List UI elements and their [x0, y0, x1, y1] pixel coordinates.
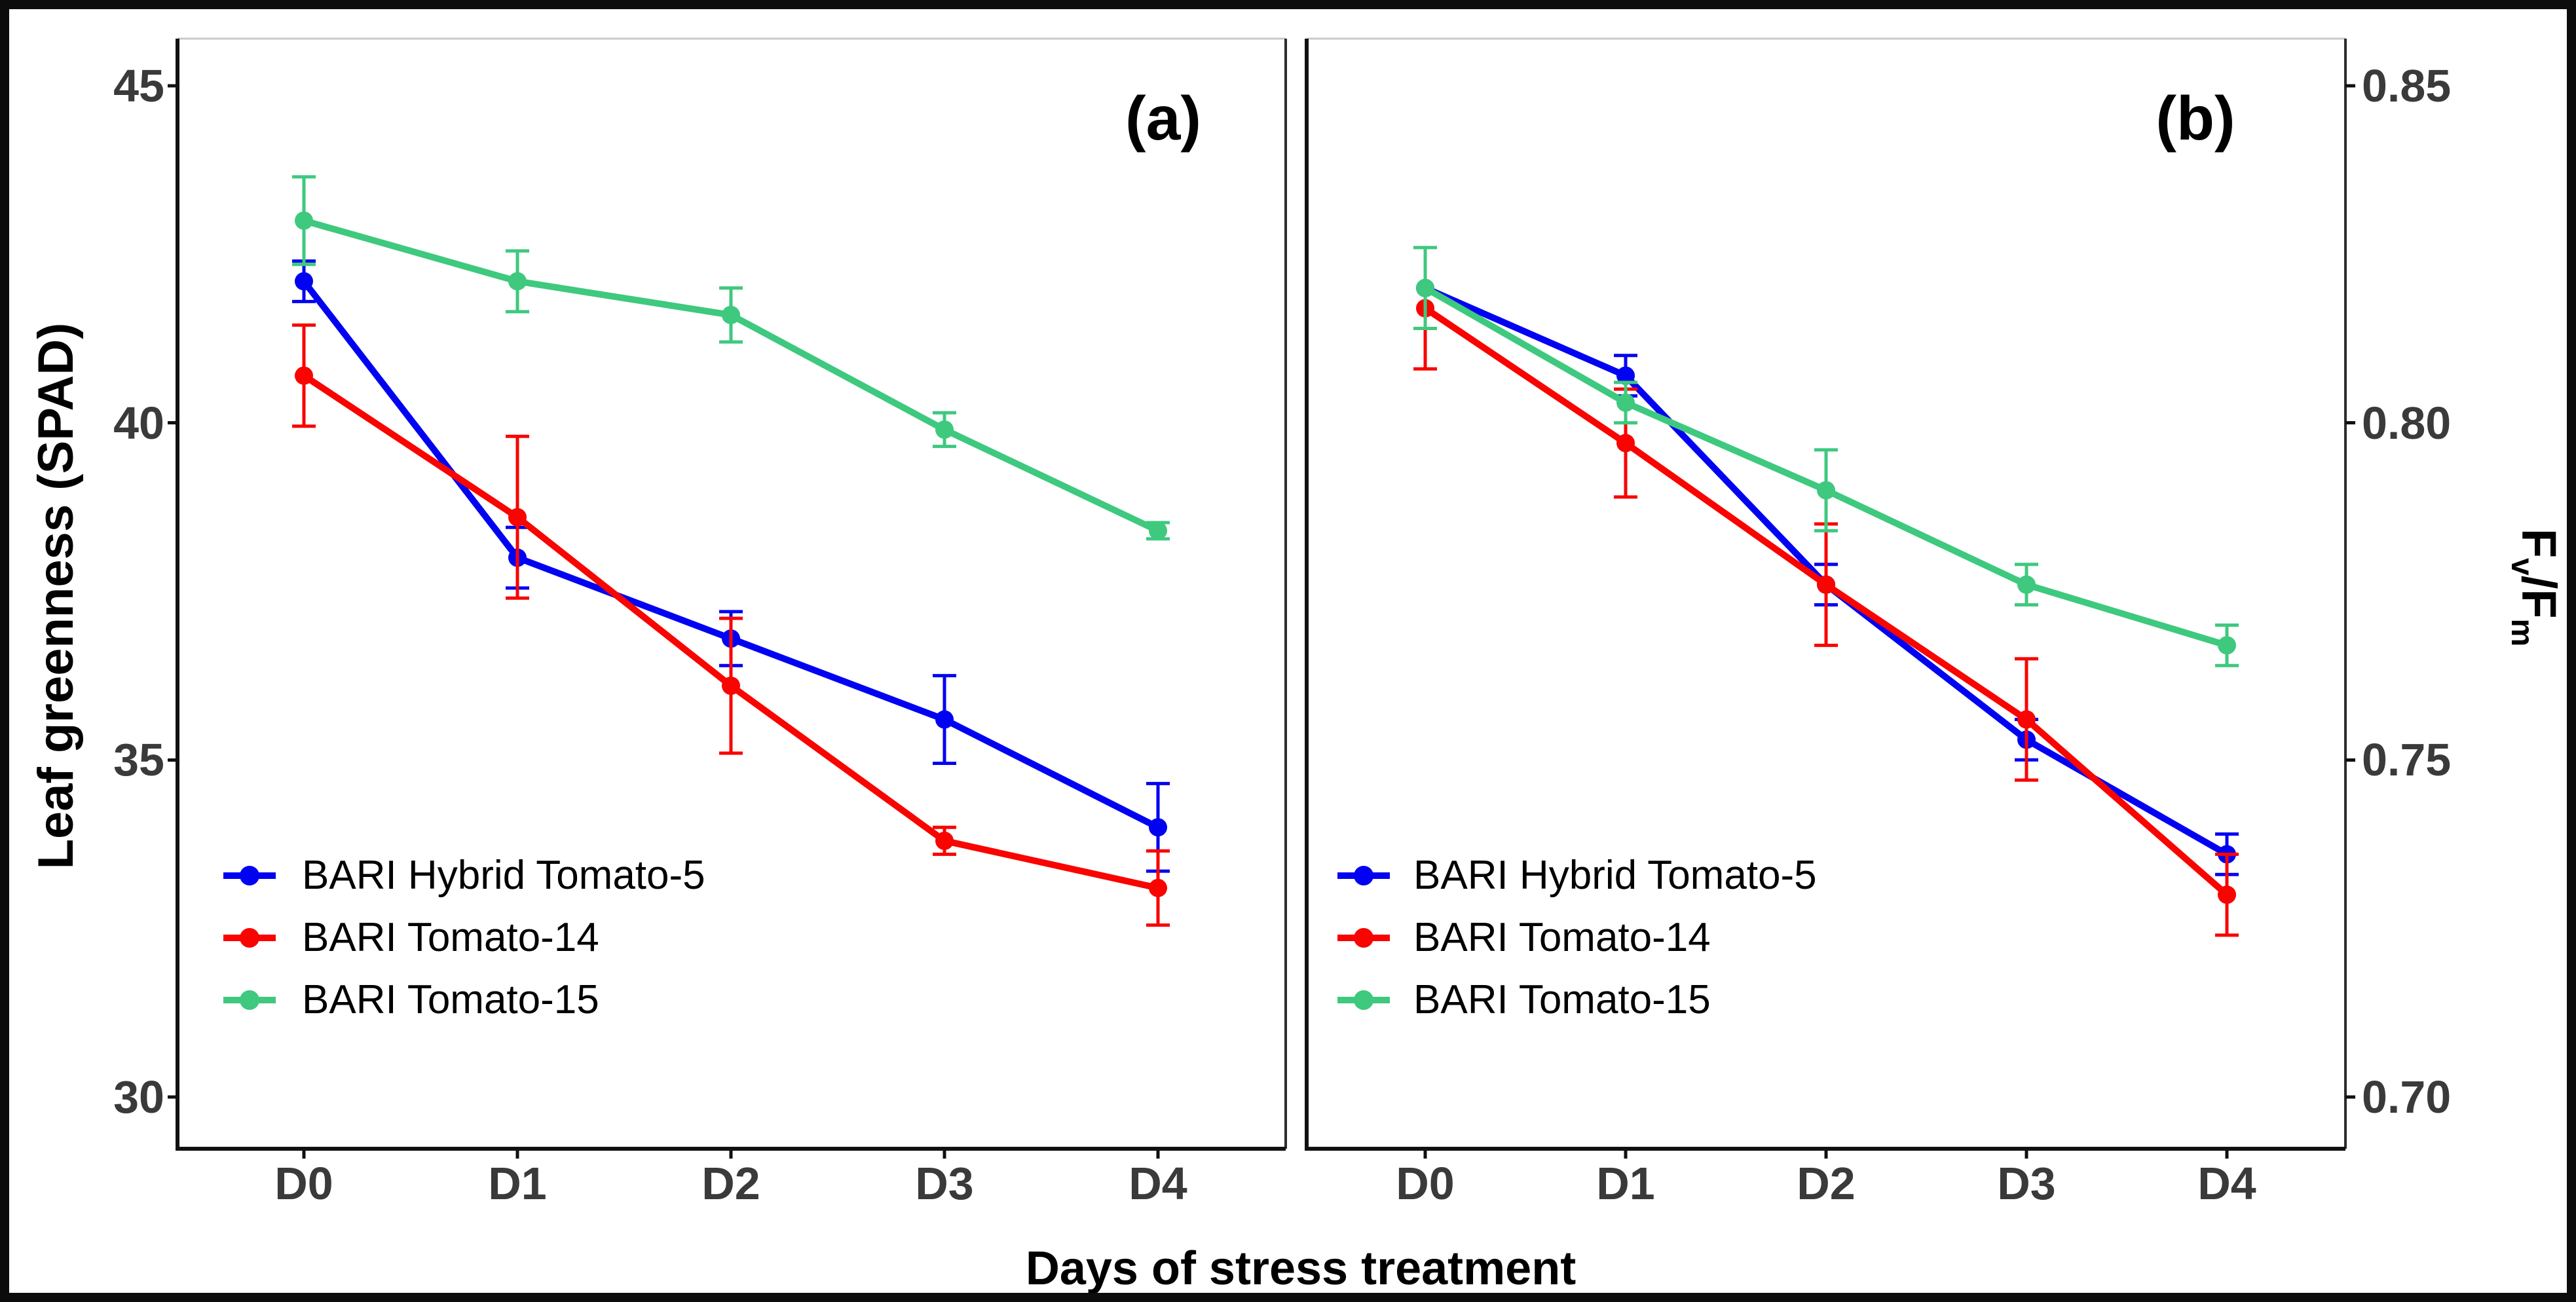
slash: / — [2512, 575, 2566, 589]
data-point — [2017, 710, 2036, 729]
legend-swatch-line-dot-icon — [223, 865, 276, 885]
series-BARI Tomato-15 — [292, 175, 1170, 541]
y-axis-tick-label: 30 — [113, 1071, 164, 1123]
legend-label: BARI Tomato-14 — [302, 915, 599, 960]
data-point — [295, 366, 313, 385]
data-point — [1616, 393, 1635, 412]
y-axis-tick-label: 0.70 — [2362, 1071, 2452, 1123]
y-axis-tick-label: 35 — [113, 734, 164, 785]
chart-canvas — [168, 37, 2355, 1159]
y-axis-title-right: Fv/Fm — [2505, 358, 2567, 817]
data-point — [508, 272, 527, 291]
fm-f: F — [2512, 589, 2566, 619]
legend-swatch-line-dot-icon — [1337, 865, 1390, 885]
data-point — [508, 508, 527, 527]
legend-label: BARI Hybrid Tomato-5 — [302, 853, 705, 898]
data-point — [935, 831, 954, 850]
fm-sub: m — [2505, 618, 2540, 647]
y-axis-tick-label: 0.75 — [2362, 734, 2452, 785]
data-point — [295, 211, 313, 230]
legend-panel-a: BARI Hybrid Tomato-5 BARI Tomato-14 BARI… — [223, 844, 705, 1031]
x-axis-tick-label: D0 — [274, 1158, 333, 1209]
data-point — [1149, 878, 1167, 897]
fv-sub: v — [2505, 558, 2540, 576]
series-BARI Hybrid Tomato-5 — [292, 259, 1170, 873]
x-axis-tick-label: D4 — [2197, 1158, 2256, 1209]
data-point — [1416, 278, 1434, 297]
legend-label: BARI Tomato-14 — [1413, 915, 1711, 960]
x-axis-tick-label: D1 — [488, 1158, 547, 1209]
data-point — [935, 420, 954, 439]
legend-label: BARI Hybrid Tomato-5 — [1413, 853, 1817, 898]
data-point — [1817, 575, 1835, 594]
series-BARI Tomato-14 — [292, 323, 1170, 927]
data-point — [295, 272, 313, 291]
data-point — [2218, 885, 2236, 904]
legend-panel-b: BARI Hybrid Tomato-5 BARI Tomato-14 BARI… — [1337, 844, 1817, 1031]
data-point — [1149, 521, 1167, 540]
series-line — [303, 217, 1160, 534]
panel-a-label: (a) — [1125, 84, 1202, 153]
x-axis-tick-label: D1 — [1596, 1158, 1655, 1209]
legend-item: BARI Tomato-14 — [1337, 906, 1817, 969]
data-point — [2218, 636, 2236, 655]
legend-label: BARI Tomato-15 — [1413, 977, 1711, 1022]
y-axis-title-left: Leaf greenness (SPAD) — [28, 322, 84, 870]
series-BARI Tomato-15 — [1413, 246, 2239, 667]
data-point — [722, 677, 740, 696]
x-axis-tick-label: D3 — [1997, 1158, 2056, 1209]
x-axis-tick-label: D2 — [701, 1158, 760, 1209]
legend-label: BARI Tomato-15 — [302, 977, 599, 1022]
legend-swatch-line-dot-icon — [223, 927, 276, 948]
legend-swatch-line-dot-icon — [223, 990, 276, 1010]
x-axis-tick-label: D3 — [915, 1158, 974, 1209]
y-axis-tick-label: 0.80 — [2362, 398, 2452, 449]
panel-b-label: (b) — [2156, 84, 2235, 153]
data-point — [935, 710, 954, 729]
data-point — [1817, 481, 1835, 500]
legend-item: BARI Tomato-14 — [223, 906, 705, 969]
legend-item: BARI Tomato-15 — [223, 969, 705, 1031]
x-axis-tick-label: D4 — [1129, 1158, 1187, 1209]
data-point — [722, 305, 740, 324]
x-axis-tick-label: D2 — [1797, 1158, 1856, 1209]
data-point — [1149, 818, 1167, 837]
data-point — [1616, 434, 1635, 453]
x-axis-title: Days of stress treatment — [1025, 1242, 1577, 1295]
legend-item: BARI Hybrid Tomato-5 — [1337, 844, 1817, 906]
data-point — [2017, 575, 2036, 594]
legend-swatch-line-dot-icon — [1337, 990, 1390, 1010]
y-axis-tick-label: 45 — [113, 60, 164, 111]
y-axis-tick-label: 0.85 — [2362, 60, 2452, 111]
data-point — [1616, 366, 1635, 385]
x-axis-tick-label: D0 — [1396, 1158, 1455, 1209]
y-axis-tick-label: 40 — [113, 398, 164, 449]
legend-item: BARI Hybrid Tomato-5 — [223, 844, 705, 906]
fv-f: F — [2512, 528, 2566, 559]
legend-item: BARI Tomato-15 — [1337, 969, 1817, 1031]
legend-swatch-line-dot-icon — [1337, 927, 1390, 948]
